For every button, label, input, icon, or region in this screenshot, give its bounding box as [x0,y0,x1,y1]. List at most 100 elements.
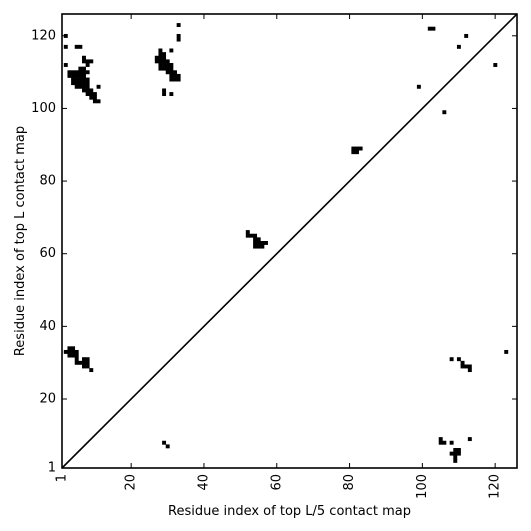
contact-cell-top-l [169,73,174,78]
contact-cell-top-l [85,84,90,89]
contact-cell-top-l [74,70,79,75]
contact-cell-top-l5 [71,349,76,354]
contact-cell-top-l [162,92,167,97]
contact-cell-top-l [71,81,76,86]
contact-cell-top-l [71,70,76,75]
contact-cell-top-l [89,95,94,100]
contact-cell-top-l [249,233,254,238]
contact-cell-top-l [82,73,86,78]
contact-cell-top-l [176,23,181,28]
contact-cell-top-l [162,59,167,64]
contact-cell-top-l [82,70,86,75]
contact-cell-top-l5 [467,368,472,373]
contact-cell-top-l [74,44,79,49]
contact-cell-top-l [82,77,86,82]
x-tick-label: 80 [342,474,357,491]
contact-cell-top-l [493,63,498,67]
contact-cell-top-l5 [74,360,79,365]
contact-cell-top-l [355,146,359,151]
contact-cell-top-l [176,77,181,82]
contact-cell-top-l5 [162,440,167,445]
contact-cell-top-l [173,73,177,78]
contact-cell-top-l [256,244,261,249]
contact-cell-top-l [74,84,79,89]
contact-cell-top-l5 [460,364,465,369]
contact-cell-top-l [173,70,177,75]
contact-cell-top-l5 [71,346,76,351]
contact-cell-top-l5 [89,368,94,373]
contact-cell-top-l [85,63,90,67]
contact-cell-top-l [96,99,101,104]
contact-cell-top-l5 [449,440,454,445]
contact-cell-top-l [253,241,258,245]
contact-cell-top-l [165,66,170,71]
contact-cell-top-l5 [449,451,454,456]
contact-cell-top-l [165,59,170,64]
contact-cell-top-l [264,241,268,245]
contact-cell-top-l5 [67,346,72,351]
contact-cell-top-l [89,88,94,93]
contact-cell-top-l [431,26,436,31]
contact-cell-top-l [67,70,72,75]
contact-cell-top-l5 [74,349,79,354]
contact-cell-top-l [74,81,79,86]
contact-cell-top-l5 [438,437,443,442]
contact-cell-top-l [169,70,174,75]
contact-cell-top-l [176,33,181,38]
contact-cell-top-l5 [85,360,90,365]
y-tick-label: 120 [31,28,56,43]
contact-cell-top-l [158,59,163,64]
contact-cell-top-l5 [453,455,458,460]
contact-cell-top-l [89,59,94,64]
y-tick-label: 1 [48,461,56,476]
contact-cell-top-l [85,88,90,93]
contact-cell-top-l [176,37,181,42]
x-tick-label: 20 [124,474,139,491]
contact-cell-top-l5 [78,360,83,365]
contact-cell-top-l [78,66,83,71]
contact-cell-top-l5 [456,357,461,362]
contact-cell-top-l [89,92,94,97]
y-tick-label: 100 [31,101,56,116]
contact-cell-top-l [358,146,363,151]
contact-cell-top-l5 [456,448,461,452]
contact-cell-top-l [74,73,79,78]
contact-cell-top-l [85,92,90,97]
y-tick-label: 60 [39,246,56,261]
contact-cell-top-l5 [504,349,509,354]
contact-cell-top-l [92,92,97,97]
contact-cell-top-l5 [442,440,447,445]
contact-cell-top-l5 [453,451,458,456]
contact-cell-top-l5 [438,440,443,445]
contact-cell-top-l [464,33,469,38]
contact-cell-top-l [158,63,163,67]
contact-cell-top-l [256,241,261,245]
contact-cell-top-l [82,66,86,71]
contact-cell-top-l [67,73,72,78]
contact-cell-top-l5 [74,357,79,362]
contact-cell-top-l [82,59,86,64]
contact-cell-top-l [162,55,167,60]
contact-cell-top-l [245,233,250,238]
contact-cell-top-l [154,55,159,60]
contact-cell-top-l [176,73,181,78]
contact-cell-top-l [355,150,359,155]
contact-cell-top-l [85,70,90,75]
contact-cell-top-l [260,244,265,249]
contact-cell-top-l [158,66,163,71]
contact-cell-top-l [78,84,83,89]
contact-cell-top-l [63,44,68,49]
contact-cell-top-l [71,77,76,82]
contact-cell-top-l [165,63,170,67]
contact-cell-top-l [169,63,174,67]
y-tick-label: 80 [39,174,56,189]
contact-cell-top-l5 [85,357,90,362]
contact-cell-top-l [158,52,163,57]
contact-cell-top-l [82,55,86,60]
contact-cell-top-l5 [165,444,170,449]
x-tick-label: 60 [269,474,284,491]
contact-cell-top-l5 [85,364,90,369]
contact-cell-top-l [351,146,356,151]
contact-cell-top-l [71,73,76,78]
